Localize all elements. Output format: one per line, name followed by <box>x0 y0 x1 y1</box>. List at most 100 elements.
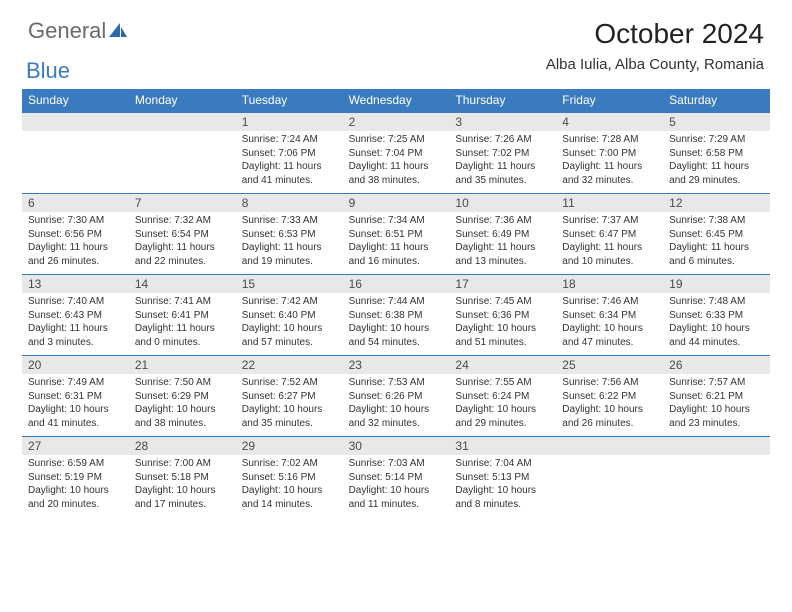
sunset-line: Sunset: 5:16 PM <box>242 471 337 485</box>
day-cell: Sunrise: 7:32 AMSunset: 6:54 PMDaylight:… <box>129 212 236 274</box>
daylight-line-1: Daylight: 10 hours <box>349 403 444 417</box>
daylight-line-2: and 17 minutes. <box>135 498 230 512</box>
day-number: 24 <box>449 356 556 374</box>
day-cell <box>22 131 129 193</box>
day-cell: Sunrise: 7:52 AMSunset: 6:27 PMDaylight:… <box>236 374 343 436</box>
day-cell: Sunrise: 7:36 AMSunset: 6:49 PMDaylight:… <box>449 212 556 274</box>
daylight-line-2: and 8 minutes. <box>455 498 550 512</box>
week-row: Sunrise: 7:40 AMSunset: 6:43 PMDaylight:… <box>22 293 770 355</box>
day-number: 21 <box>129 356 236 374</box>
day-cell: Sunrise: 7:48 AMSunset: 6:33 PMDaylight:… <box>663 293 770 355</box>
daylight-line-2: and 29 minutes. <box>669 174 764 188</box>
day-number: 13 <box>22 275 129 293</box>
daylight-line-1: Daylight: 11 hours <box>455 160 550 174</box>
day-cell: Sunrise: 7:50 AMSunset: 6:29 PMDaylight:… <box>129 374 236 436</box>
daylight-line-1: Daylight: 11 hours <box>669 160 764 174</box>
day-cell: Sunrise: 7:49 AMSunset: 6:31 PMDaylight:… <box>22 374 129 436</box>
sunrise-line: Sunrise: 7:24 AM <box>242 133 337 147</box>
day-cell: Sunrise: 7:56 AMSunset: 6:22 PMDaylight:… <box>556 374 663 436</box>
day-number: 1 <box>236 113 343 131</box>
sunrise-line: Sunrise: 7:26 AM <box>455 133 550 147</box>
day-cell: Sunrise: 7:34 AMSunset: 6:51 PMDaylight:… <box>343 212 450 274</box>
day-cell: Sunrise: 7:42 AMSunset: 6:40 PMDaylight:… <box>236 293 343 355</box>
sunset-line: Sunset: 6:31 PM <box>28 390 123 404</box>
daylight-line-2: and 41 minutes. <box>28 417 123 431</box>
sunset-line: Sunset: 6:54 PM <box>135 228 230 242</box>
sunrise-line: Sunrise: 7:34 AM <box>349 214 444 228</box>
daylight-line-1: Daylight: 10 hours <box>455 322 550 336</box>
sunrise-line: Sunrise: 7:46 AM <box>562 295 657 309</box>
weekday-header-row: Sunday Monday Tuesday Wednesday Thursday… <box>22 89 770 112</box>
day-cell: Sunrise: 7:55 AMSunset: 6:24 PMDaylight:… <box>449 374 556 436</box>
daylight-line-2: and 19 minutes. <box>242 255 337 269</box>
day-cell: Sunrise: 7:28 AMSunset: 7:00 PMDaylight:… <box>556 131 663 193</box>
day-number <box>663 437 770 455</box>
daylight-line-1: Daylight: 11 hours <box>669 241 764 255</box>
week-row: Sunrise: 7:30 AMSunset: 6:56 PMDaylight:… <box>22 212 770 274</box>
daylight-line-2: and 51 minutes. <box>455 336 550 350</box>
daylight-line-2: and 38 minutes. <box>135 417 230 431</box>
weekday-wednesday: Wednesday <box>343 89 450 112</box>
daylight-line-1: Daylight: 10 hours <box>28 484 123 498</box>
sunset-line: Sunset: 6:45 PM <box>669 228 764 242</box>
day-cell: Sunrise: 7:57 AMSunset: 6:21 PMDaylight:… <box>663 374 770 436</box>
daylight-line-1: Daylight: 10 hours <box>28 403 123 417</box>
daylight-line-1: Daylight: 11 hours <box>242 160 337 174</box>
daylight-line-1: Daylight: 11 hours <box>135 241 230 255</box>
day-cell: Sunrise: 7:45 AMSunset: 6:36 PMDaylight:… <box>449 293 556 355</box>
day-cell: Sunrise: 7:41 AMSunset: 6:41 PMDaylight:… <box>129 293 236 355</box>
daylight-line-1: Daylight: 11 hours <box>135 322 230 336</box>
sunset-line: Sunset: 5:19 PM <box>28 471 123 485</box>
logo-text-general: General <box>28 18 106 43</box>
daylight-line-1: Daylight: 11 hours <box>455 241 550 255</box>
day-cell: Sunrise: 7:29 AMSunset: 6:58 PMDaylight:… <box>663 131 770 193</box>
sunrise-line: Sunrise: 7:56 AM <box>562 376 657 390</box>
daylight-line-1: Daylight: 10 hours <box>455 403 550 417</box>
sunrise-line: Sunrise: 7:36 AM <box>455 214 550 228</box>
sunrise-line: Sunrise: 7:25 AM <box>349 133 444 147</box>
daylight-line-2: and 35 minutes. <box>455 174 550 188</box>
sunset-line: Sunset: 6:27 PM <box>242 390 337 404</box>
day-cell: Sunrise: 6:59 AMSunset: 5:19 PMDaylight:… <box>22 455 129 517</box>
daylight-line-1: Daylight: 10 hours <box>242 484 337 498</box>
sunrise-line: Sunrise: 7:53 AM <box>349 376 444 390</box>
sunset-line: Sunset: 6:58 PM <box>669 147 764 161</box>
daylight-line-1: Daylight: 10 hours <box>349 484 444 498</box>
weekday-thursday: Thursday <box>449 89 556 112</box>
day-cell <box>663 455 770 517</box>
sunrise-line: Sunrise: 7:48 AM <box>669 295 764 309</box>
daylight-line-2: and 0 minutes. <box>135 336 230 350</box>
daylight-line-2: and 54 minutes. <box>349 336 444 350</box>
day-number: 31 <box>449 437 556 455</box>
day-number <box>22 113 129 131</box>
daylight-line-1: Daylight: 11 hours <box>349 241 444 255</box>
day-cell: Sunrise: 7:53 AMSunset: 6:26 PMDaylight:… <box>343 374 450 436</box>
day-number: 8 <box>236 194 343 212</box>
logo-text-blue: Blue <box>26 58 70 83</box>
sunset-line: Sunset: 6:36 PM <box>455 309 550 323</box>
sunrise-line: Sunrise: 7:52 AM <box>242 376 337 390</box>
daylight-line-1: Daylight: 10 hours <box>242 322 337 336</box>
day-number: 28 <box>129 437 236 455</box>
day-number: 14 <box>129 275 236 293</box>
sunset-line: Sunset: 6:34 PM <box>562 309 657 323</box>
weeks-container: 12345Sunrise: 7:24 AMSunset: 7:06 PMDayl… <box>22 112 770 517</box>
sunrise-line: Sunrise: 7:02 AM <box>242 457 337 471</box>
day-number <box>556 437 663 455</box>
daynum-row: 12345 <box>22 112 770 131</box>
day-cell: Sunrise: 7:04 AMSunset: 5:13 PMDaylight:… <box>449 455 556 517</box>
day-number: 4 <box>556 113 663 131</box>
daynum-row: 2728293031 <box>22 436 770 455</box>
sunset-line: Sunset: 6:21 PM <box>669 390 764 404</box>
sunset-line: Sunset: 7:04 PM <box>349 147 444 161</box>
sunrise-line: Sunrise: 7:45 AM <box>455 295 550 309</box>
day-cell: Sunrise: 7:24 AMSunset: 7:06 PMDaylight:… <box>236 131 343 193</box>
sunrise-line: Sunrise: 6:59 AM <box>28 457 123 471</box>
sunset-line: Sunset: 6:53 PM <box>242 228 337 242</box>
day-number: 2 <box>343 113 450 131</box>
sunset-line: Sunset: 6:43 PM <box>28 309 123 323</box>
daylight-line-1: Daylight: 10 hours <box>669 403 764 417</box>
sunset-line: Sunset: 6:51 PM <box>349 228 444 242</box>
day-number: 27 <box>22 437 129 455</box>
weekday-saturday: Saturday <box>663 89 770 112</box>
